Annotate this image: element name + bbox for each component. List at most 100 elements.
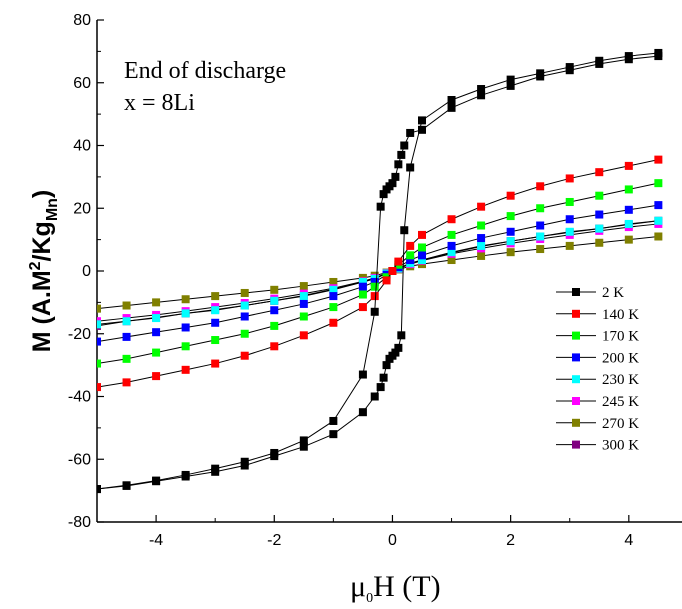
- series-2k-ascending-point: [370, 392, 379, 401]
- annotation-line-1: End of discharge: [124, 58, 286, 84]
- series-230k-point: [240, 301, 249, 310]
- series-270k-point: [654, 232, 663, 241]
- legend-item-245k-label: 245 K: [602, 394, 639, 410]
- series-200k-point: [240, 312, 249, 321]
- x-axis-label-text: μ0H (T): [350, 570, 441, 606]
- y-tick-label: -20: [68, 326, 91, 343]
- series-2k-ascending-point: [358, 408, 367, 417]
- series-2k-descending-point: [391, 172, 400, 181]
- series-140k-point: [382, 276, 391, 285]
- series-270k-point: [595, 238, 604, 247]
- series-140k-point: [181, 365, 190, 374]
- y-tick-label: 20: [73, 200, 91, 217]
- series-140k-point: [211, 359, 220, 368]
- series-140k-point: [418, 230, 426, 239]
- series-140k-point: [447, 215, 456, 224]
- series-170k-point: [595, 191, 604, 200]
- series-2k-descending-point: [388, 179, 397, 188]
- series-2k-descending-point: [400, 141, 409, 150]
- y-axis-label-text: M (A.M2/KgMn): [27, 190, 61, 353]
- series-270k-point: [329, 277, 338, 286]
- series-140k-point: [388, 267, 397, 275]
- y-tick-label: -80: [68, 514, 91, 531]
- series-170k-point: [329, 303, 338, 312]
- series-270k-point: [270, 285, 279, 294]
- series-230k-point: [565, 227, 574, 236]
- series-170k-point: [536, 204, 545, 213]
- series-230k-point: [477, 241, 486, 250]
- y-tick-label: 80: [73, 12, 91, 29]
- series-200k-point: [152, 328, 161, 337]
- series-170k-point: [406, 251, 415, 260]
- series-2k-ascending-point: [595, 56, 604, 65]
- series-2k-ascending-point: [418, 116, 426, 125]
- series-2k-descending-point: [379, 190, 388, 199]
- series-230k-point: [270, 296, 279, 305]
- legend-item-270k-marker: [572, 418, 580, 427]
- legend-item-170k-marker: [572, 331, 580, 340]
- series-2k-ascending-point: [400, 226, 409, 235]
- legend-item-170k: 170 K: [556, 329, 639, 345]
- series-2k-ascending-point: [406, 163, 415, 172]
- series-270k-point: [299, 282, 308, 291]
- series-170k-point: [418, 243, 426, 252]
- series-170k: [97, 179, 663, 368]
- series-140k-point: [97, 383, 101, 392]
- series-140k-point: [477, 202, 486, 211]
- series-230k-point: [358, 277, 367, 286]
- y-tick-label: 0: [82, 263, 91, 280]
- series-200k-point: [477, 234, 486, 243]
- series-170k-point: [654, 179, 663, 188]
- series-2k-ascending-point: [299, 442, 308, 451]
- series-270k-point: [211, 292, 220, 301]
- legend-item-230k-label: 230 K: [602, 372, 639, 388]
- series-2k-descending-point: [418, 125, 426, 134]
- x-tick-label: 0: [388, 532, 397, 549]
- series-140k-point: [624, 161, 633, 170]
- series-2k-ascending-point: [391, 348, 400, 357]
- series-2k-descending-point: [376, 202, 385, 211]
- series-230k-point: [506, 237, 515, 246]
- series-200k-point: [418, 251, 426, 260]
- series-2k-descending-point: [329, 416, 338, 425]
- legend-item-230k: 230 K: [556, 372, 639, 388]
- series-140k-point: [370, 292, 379, 301]
- y-tick-label: 40: [73, 138, 91, 155]
- legend: 2 K 140 K 170 K 200 K 230 K 245 K 270 K 300 K: [556, 285, 639, 454]
- y-tick-label: 60: [73, 75, 91, 92]
- xlabel-mu: μ: [350, 570, 366, 603]
- series-230k-point: [181, 309, 190, 318]
- series-2k-ascending-point: [394, 343, 403, 352]
- legend-item-300k-marker: [572, 440, 580, 449]
- series-230k-point: [152, 314, 161, 323]
- series-2k-ascending-point: [397, 331, 406, 340]
- series-270k-point: [506, 248, 515, 257]
- series-140k-point: [358, 303, 367, 312]
- series-170k-point: [240, 329, 249, 338]
- series-140k-point: [329, 318, 338, 327]
- legend-item-2k-label: 2 K: [602, 285, 624, 301]
- series-2k-descending-point: [506, 81, 515, 90]
- series-270k-point: [240, 288, 249, 297]
- series-2k: [97, 48, 663, 494]
- legend-item-200k-label: 200 K: [602, 350, 639, 366]
- x-tick-label: -4: [149, 532, 163, 549]
- series-170k-point: [181, 342, 190, 351]
- y-tick-label: -60: [68, 451, 91, 468]
- legend-item-200k-marker: [572, 353, 580, 362]
- series-170k-point: [506, 212, 515, 221]
- legend-item-245k: 245 K: [556, 394, 639, 410]
- series-2k-ascending-point: [477, 85, 486, 94]
- series-200k-point: [406, 256, 415, 265]
- series-2k-ascending-point: [211, 467, 220, 476]
- series-200k-point: [536, 221, 545, 230]
- series-170k-point: [565, 197, 574, 206]
- series-170k-point: [152, 348, 161, 357]
- series-2k-descending-point: [397, 150, 406, 159]
- legend-item-2k-marker: [572, 288, 580, 296]
- series-140k: [97, 155, 663, 392]
- annotation-line-2: x = 8Li: [124, 90, 195, 116]
- series-140k-point: [299, 331, 308, 340]
